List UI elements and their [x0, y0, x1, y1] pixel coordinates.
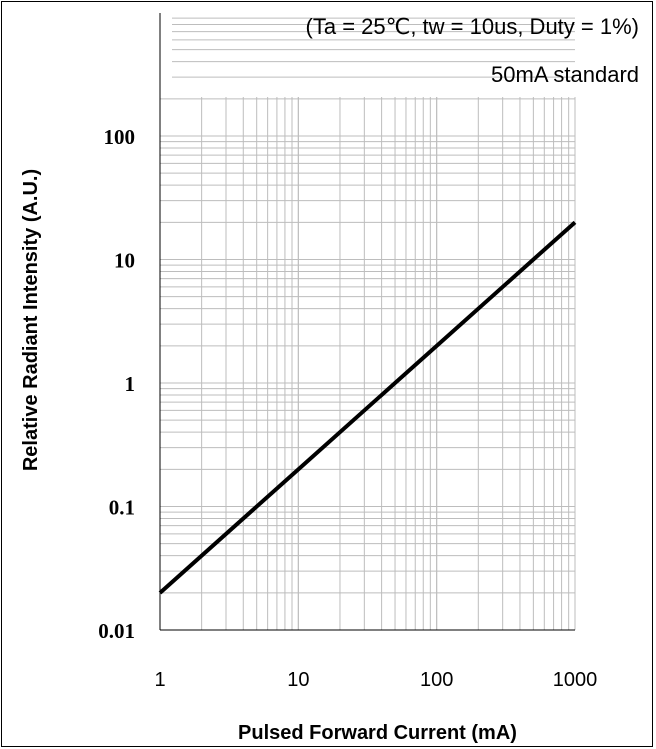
axes — [159, 13, 575, 631]
y-tick-label: 100 — [104, 125, 136, 149]
y-tick-label: 0.1 — [109, 496, 135, 520]
grid — [159, 17, 576, 631]
y-axis-title: Relative Radiant Intensity (A.U.) — [20, 169, 42, 471]
condition-annotation: (Ta = 25℃, tw = 10us, Duty = 1%) — [306, 14, 639, 39]
y-tick-label: 0.01 — [98, 619, 135, 643]
x-axis-title: Pulsed Forward Current (mA) — [238, 722, 517, 744]
series-line — [158, 220, 577, 595]
x-tick-label: 10 — [287, 669, 309, 691]
standard-annotation: 50mA standard — [491, 62, 639, 87]
x-tick-label: 1000 — [553, 669, 598, 691]
x-tick-label: 1 — [154, 669, 165, 691]
y-tick-label: 10 — [114, 249, 135, 273]
y-tick-label: 1 — [125, 372, 136, 396]
series-layer — [158, 220, 577, 595]
labels-layer: 0.01 0.1 1 10 100 1 10 100 1000 Pulsed Forward Cu… — [20, 14, 639, 744]
x-tick-label: 100 — [420, 669, 453, 691]
